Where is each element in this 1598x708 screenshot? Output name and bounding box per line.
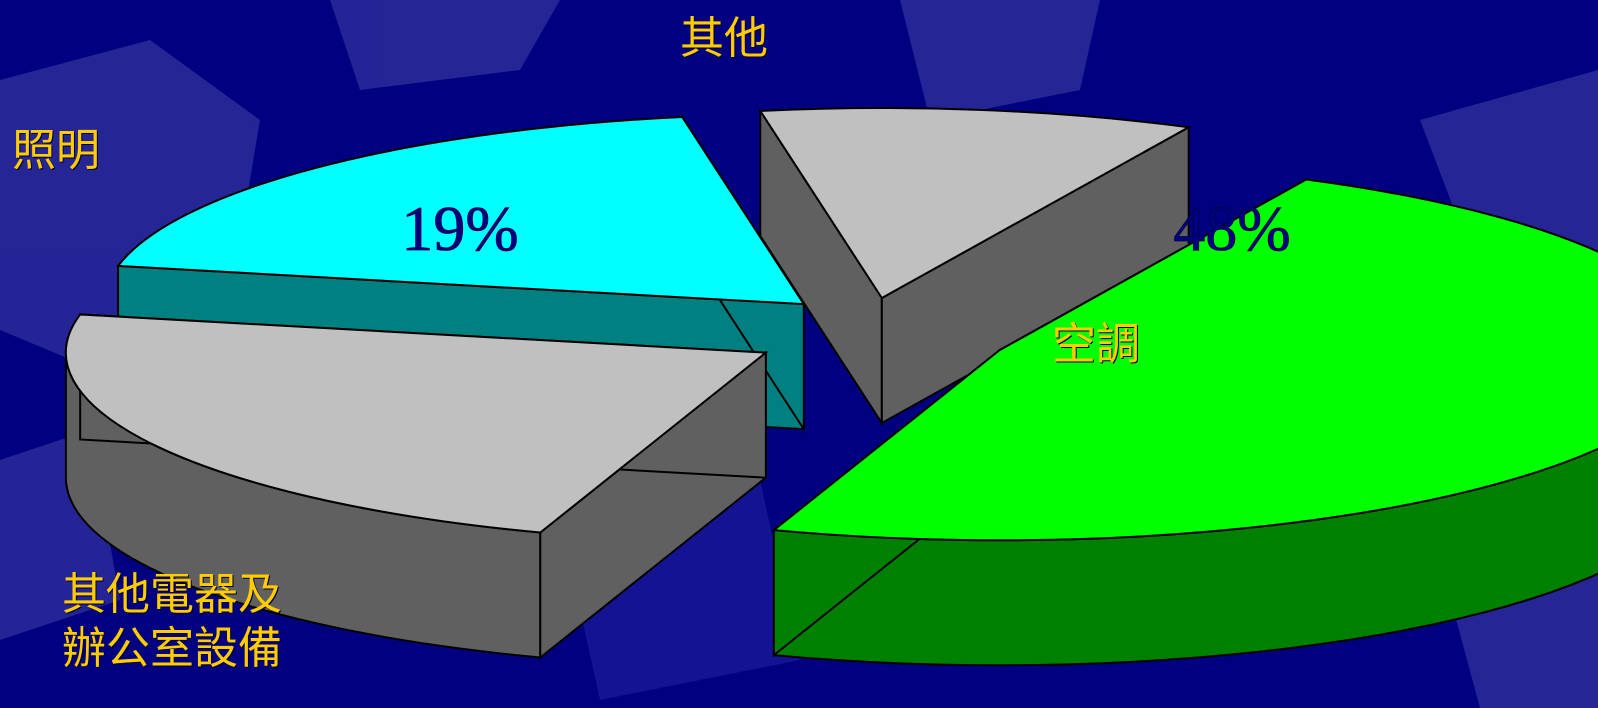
category-label-other: 其他 [680, 13, 768, 64]
value-label-lighting: 19% [401, 193, 518, 264]
pie-slice-top-lighting [116, 115, 806, 306]
category-label-lighting: 照明 [12, 125, 100, 176]
pie-slice-other [758, 107, 1192, 427]
category-label-other-appliances-office-equipment: 其他電器及 辦公室設備 [62, 569, 282, 674]
value-label-air-conditioning: 48% [1173, 193, 1290, 264]
pie-slice-other-appliances [64, 313, 769, 660]
pie-slice-top-other [758, 107, 1192, 300]
pie-slice-top-other-appliances [64, 313, 769, 534]
category-label-air-conditioning: 空調 [1052, 319, 1140, 370]
pie-slice-air-conditioning [771, 177, 1598, 667]
pie-slice-top-air-conditioning [771, 178, 1598, 542]
